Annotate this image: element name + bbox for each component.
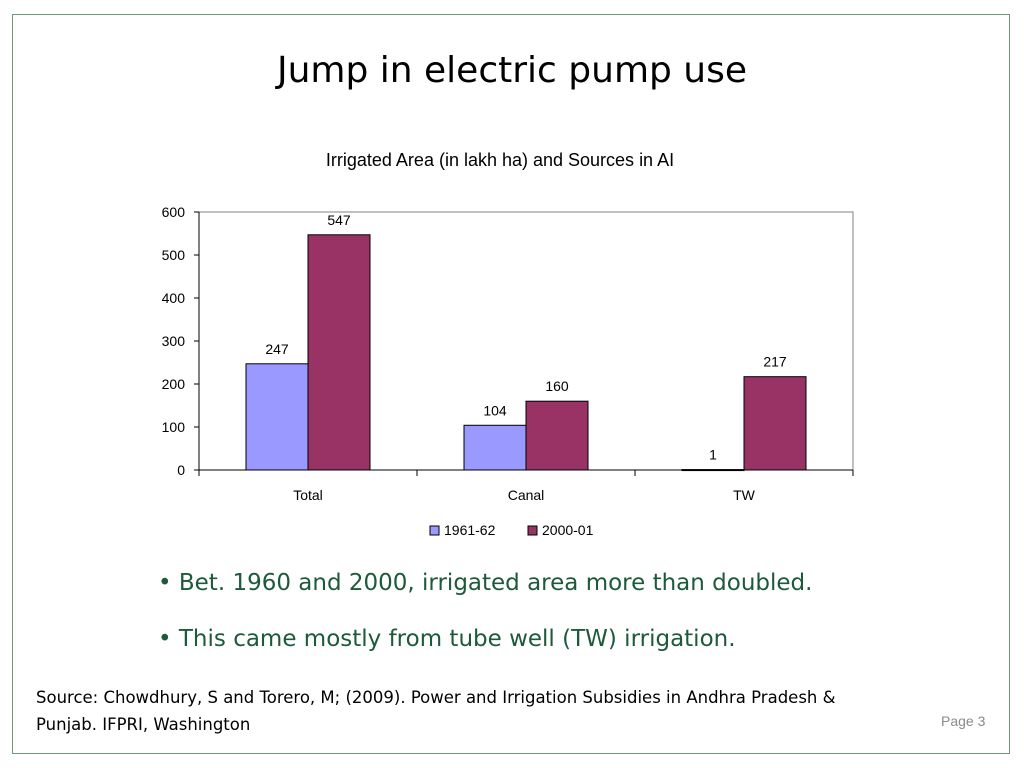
legend-label: 1961-62 [444,522,496,538]
data-label: 160 [545,378,569,394]
y-tick-label: 100 [162,419,186,435]
bar [681,469,745,472]
y-tick-label: 0 [177,462,185,478]
y-tick-label: 400 [162,290,186,306]
bar [525,400,589,471]
source-citation: Source: Chowdhury, S and Torero, M; (200… [36,688,836,734]
bar [307,234,371,471]
page-number: Page 3 [941,713,986,729]
bar [245,363,309,471]
data-label: 104 [483,402,507,418]
data-label: 217 [763,354,787,370]
data-label: 247 [265,341,289,357]
bar [743,376,807,471]
bar-chart: 0 100 200 300 400 500 600 247 547 Total 104 160 Cana… [162,204,854,538]
x-tick-label: TW [733,487,756,503]
x-tick-label: Total [293,487,323,503]
bullet-item: • Bet. 1960 and 2000, irrigated area mor… [158,570,813,596]
bar [463,424,527,471]
y-tick-label: 500 [162,247,186,263]
slide-title: Jump in electric pump use [276,50,748,91]
y-tick-label: 600 [162,204,186,220]
legend-swatch [429,525,440,536]
legend-swatch [527,525,538,536]
chart-title: Irrigated Area (in lakh ha) and Sources … [325,150,675,170]
data-label: 1 [709,447,717,463]
y-tick-label: 300 [162,333,186,349]
bullet-list: • Bet. 1960 and 2000, irrigated area mor… [158,570,978,682]
slide-frame [12,14,1010,754]
legend-label: 2000-01 [542,522,594,538]
y-tick-label: 200 [162,376,186,392]
bullet-item: • This came mostly from tube well (TW) i… [158,626,736,652]
x-tick-label: Canal [508,487,545,503]
data-label: 547 [327,212,351,228]
